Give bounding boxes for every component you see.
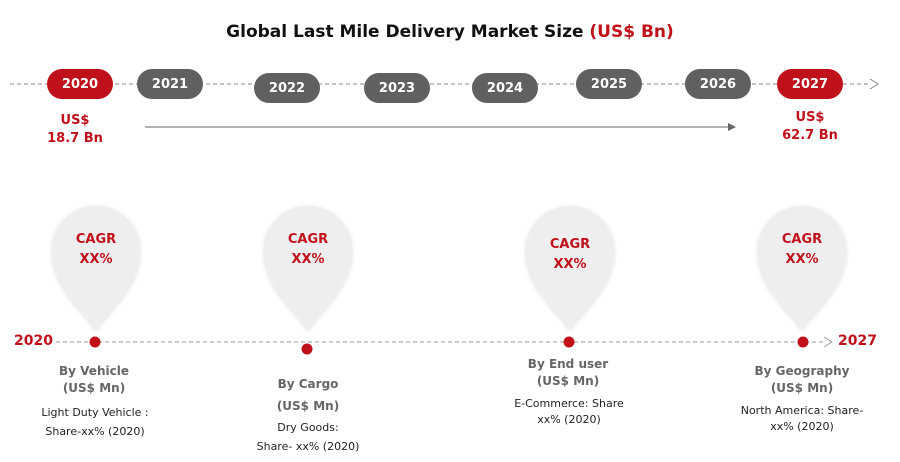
cagr-label: CAGR	[75, 232, 117, 247]
start-market-value: US$ 18.7 Bn	[30, 112, 120, 148]
year-pill-2027: 2027	[777, 69, 843, 99]
segment-desc-line1: Light Duty Vehicle :	[41, 406, 149, 419]
segment-desc-vehicle: Light Duty Vehicle : Share-xx% (2020)	[25, 403, 165, 441]
cagr-value: XX%	[785, 252, 819, 267]
segment-desc-line2: xx% (2020)	[537, 413, 601, 426]
pin-shape-vehicle	[52, 206, 140, 330]
cagr-value: XX%	[79, 252, 113, 267]
year-pill-2020: 2020	[47, 69, 113, 99]
segment-desc-geography: North America: Share- xx% (2020)	[727, 403, 877, 435]
cagr-cargo: CAGR XX%	[268, 230, 348, 270]
timeline-dot-geography	[797, 336, 809, 348]
year-pill-2023: 2023	[364, 73, 430, 103]
cagr-end-user: CAGR XX%	[530, 235, 610, 275]
segment-desc-line1: E-Commerce: Share	[514, 397, 624, 410]
segment-desc-end-user: E-Commerce: Share xx% (2020)	[499, 396, 639, 428]
segment-vehicle: By Vehicle (US$ Mn)	[34, 363, 154, 397]
growth-arrowhead	[728, 123, 736, 131]
timeline-dot-end-user	[563, 336, 575, 348]
segment-end-user: By End user (US$ Mn)	[508, 356, 628, 390]
segment-desc-line2: Share-xx% (2020)	[45, 425, 145, 438]
year-pill-2021: 2021	[137, 69, 203, 99]
segment-geography: By Geography (US$ Mn)	[742, 363, 862, 397]
page-title: Global Last Mile Delivery Market Size (U…	[0, 22, 900, 42]
start-value-amount: 18.7 Bn	[47, 131, 103, 146]
cagr-vehicle: CAGR XX%	[56, 230, 136, 270]
year-pill-2026: 2026	[685, 69, 751, 99]
cagr-label: CAGR	[287, 232, 329, 247]
timeline-dot-cargo	[301, 343, 313, 355]
title-unit: (US$ Bn)	[589, 22, 674, 42]
segment-desc-line2: Share- xx% (2020)	[256, 440, 360, 453]
pin-shape-end-user	[526, 206, 614, 330]
cagr-geography: CAGR XX%	[762, 230, 842, 270]
segment-name: By Cargo	[277, 377, 339, 391]
cagr-value: XX%	[291, 252, 325, 267]
segment-unit: (US$ Mn)	[536, 374, 600, 388]
cagr-value: XX%	[553, 257, 587, 272]
timeline-dot-vehicle	[89, 336, 101, 348]
top-timeline-arrowhead	[869, 78, 879, 90]
segment-cargo: By Cargo (US$ Mn)	[248, 373, 368, 417]
segment-name: By End user	[527, 357, 609, 371]
cagr-label: CAGR	[549, 237, 591, 252]
end-market-value: US$ 62.7 Bn	[765, 109, 855, 145]
segment-desc-cargo: Dry Goods: Share- xx% (2020)	[243, 418, 373, 456]
pin-shape-cargo	[264, 206, 352, 330]
segment-desc-line1: North America: Share-	[740, 404, 864, 417]
bottom-start-year: 2020	[14, 333, 53, 349]
pin-shape-geography	[758, 206, 846, 330]
year-pill-2022: 2022	[254, 73, 320, 103]
bottom-end-year: 2027	[838, 333, 877, 349]
end-value-currency: US$	[795, 110, 825, 125]
year-pill-2024: 2024	[472, 73, 538, 103]
segment-unit: (US$ Mn)	[276, 399, 340, 413]
segment-unit: (US$ Mn)	[770, 381, 834, 395]
segment-name: By Vehicle	[59, 364, 129, 378]
segment-desc-line1: Dry Goods:	[277, 421, 339, 434]
year-pill-2025: 2025	[576, 69, 642, 99]
segment-name: By Geography	[754, 364, 850, 378]
segment-desc-line2: xx% (2020)	[770, 420, 834, 433]
cagr-label: CAGR	[781, 232, 823, 247]
title-main: Global Last Mile Delivery Market Size	[226, 22, 590, 42]
bottom-timeline-arrowhead	[823, 336, 833, 348]
segment-unit: (US$ Mn)	[62, 381, 126, 395]
start-value-currency: US$	[60, 113, 90, 128]
end-value-amount: 62.7 Bn	[782, 128, 838, 143]
